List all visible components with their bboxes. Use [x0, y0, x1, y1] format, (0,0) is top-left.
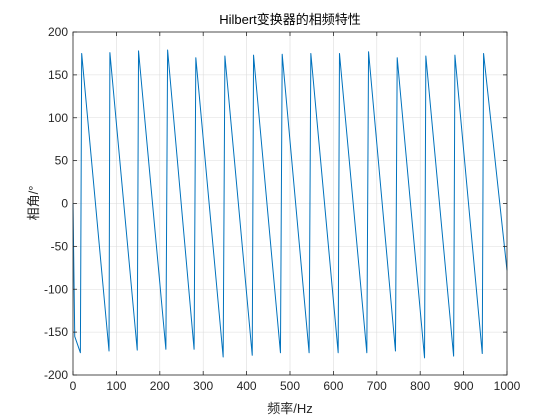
y-tick-label: -150 — [44, 325, 68, 339]
x-tick-label: 500 — [280, 379, 300, 393]
y-axis-label: 相角/° — [26, 186, 41, 221]
x-tick-label: 900 — [454, 379, 474, 393]
x-tick-label: 400 — [237, 379, 257, 393]
x-tick-label: 600 — [323, 379, 343, 393]
y-tick-label: -50 — [51, 239, 69, 253]
series-layer — [72, 49, 508, 359]
x-tick-label: 1000 — [494, 379, 521, 393]
y-tick-label: 50 — [55, 154, 69, 168]
y-tick-label: 100 — [48, 111, 68, 125]
y-tick-label: -100 — [44, 282, 68, 296]
y-tick-label: -200 — [44, 368, 68, 382]
y-tick-label: 200 — [48, 25, 68, 39]
x-tick-label: 800 — [410, 379, 430, 393]
tick-layer: 0 100 200 300 400 500 600 700 800 900 1000-200-150… — [44, 25, 521, 393]
x-tick-label: 300 — [193, 379, 213, 393]
x-tick-label: 0 — [70, 379, 77, 393]
x-tick-label: 700 — [367, 379, 387, 393]
phase-series-line — [72, 49, 508, 359]
y-tick-label: 0 — [61, 197, 68, 211]
x-axis-label: 频率/Hz — [267, 401, 313, 416]
y-tick-label: 150 — [48, 68, 68, 82]
x-tick-label: 100 — [106, 379, 126, 393]
chart-title: Hilbert变换器的相频特性 — [219, 12, 361, 27]
x-tick-label: 200 — [150, 379, 170, 393]
